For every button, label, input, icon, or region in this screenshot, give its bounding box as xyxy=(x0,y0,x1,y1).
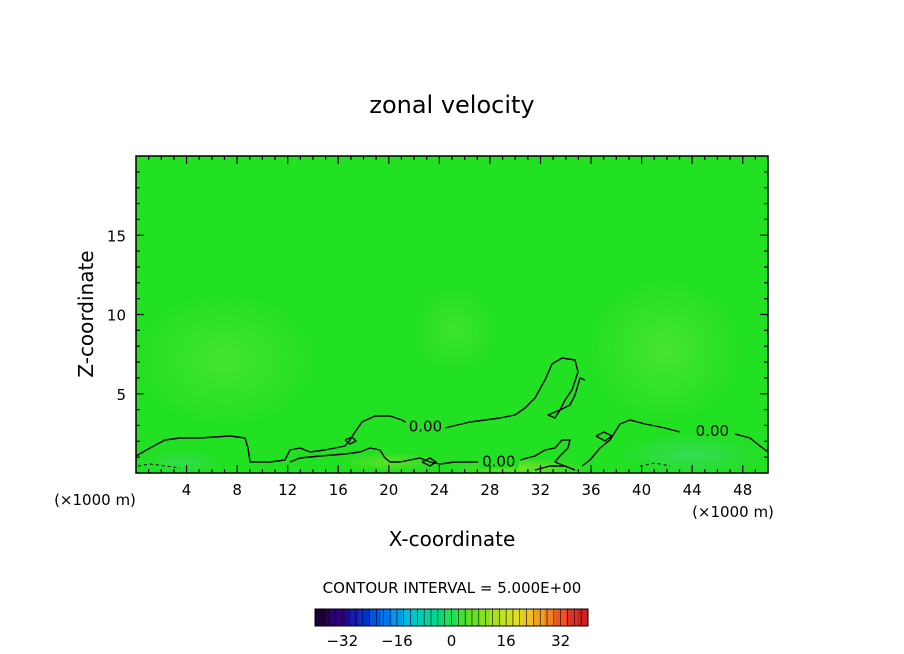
contour-line xyxy=(421,457,437,467)
colorbar-swatch xyxy=(533,609,545,626)
y-tick-label: 10 xyxy=(107,307,126,325)
contour-line xyxy=(581,419,768,467)
shade-region xyxy=(585,275,745,425)
contour-line xyxy=(136,357,586,463)
x-tick-label: 24 xyxy=(430,481,449,499)
colorbar-tick-label: −32 xyxy=(326,632,358,650)
shade-region xyxy=(410,285,500,375)
contour-label-bg xyxy=(478,451,519,469)
colorbar-swatch xyxy=(380,609,392,626)
colorbar xyxy=(314,608,589,627)
contour-line xyxy=(344,436,357,445)
x-tick-label: 40 xyxy=(632,481,651,499)
contour-label-bg xyxy=(692,421,733,439)
colorbar-swatch xyxy=(511,609,523,626)
contour-label: 0.00 xyxy=(409,417,442,435)
x-tick-label: 28 xyxy=(480,481,499,499)
colorbar-swatch xyxy=(522,609,534,626)
contour-label: 0.00 xyxy=(696,422,729,440)
colorbar-tick-labels: −32 −16 0 16 32 xyxy=(326,632,570,650)
contour-labels: 0.00 0.00 0.00 xyxy=(405,416,733,470)
colorbar-swatch xyxy=(456,609,469,626)
colorbar-swatch xyxy=(544,609,556,626)
contour-line-negative xyxy=(639,462,671,467)
colorbar-swatch xyxy=(478,609,491,626)
y-axis-ticks: 5 10 15 xyxy=(107,171,768,458)
colorbar-tick-label: 16 xyxy=(497,632,516,650)
colorbar-tick-label: −16 xyxy=(381,632,413,650)
y-tick-label: 15 xyxy=(107,227,126,245)
y-axis-label: Z-coordinate xyxy=(74,250,98,377)
colorbar-swatch xyxy=(358,609,371,626)
x-tick-label: 32 xyxy=(531,481,550,499)
colorbar-swatch xyxy=(489,609,502,626)
contour-line xyxy=(534,465,576,471)
colorbar-swatch xyxy=(424,609,436,626)
colorbar-tick-label: 0 xyxy=(447,632,457,650)
contour-line-negative xyxy=(137,463,181,469)
contour-label: 0.00 xyxy=(482,452,515,470)
contour-line xyxy=(289,439,576,471)
chart-title: zonal velocity xyxy=(369,91,534,119)
y-tick-label: 5 xyxy=(116,386,126,404)
colorbar-swatch xyxy=(467,609,480,626)
contour-label-bg xyxy=(405,416,446,434)
x-unit-right: (×1000 m) xyxy=(692,503,774,521)
colorbar-frame xyxy=(314,608,589,627)
contour-line xyxy=(595,431,613,442)
x-tick-label: 44 xyxy=(683,481,702,499)
x-axis-label: X-coordinate xyxy=(389,527,516,551)
x-tick-label: 16 xyxy=(329,481,348,499)
colorbar-swatch xyxy=(347,609,360,626)
x-tick-label: 20 xyxy=(379,481,398,499)
colorbar-swatch xyxy=(413,609,425,626)
colorbar-swatch xyxy=(566,609,578,626)
colorbar-tick-label: 32 xyxy=(551,632,570,650)
shade-region xyxy=(136,290,320,430)
colorbar-swatch xyxy=(315,609,327,626)
plot-field xyxy=(136,156,768,473)
colorbar-swatch xyxy=(325,609,338,626)
x-unit-left: (×1000 m) xyxy=(54,491,136,509)
x-tick-label: 36 xyxy=(581,481,600,499)
colorbar-swatch xyxy=(369,609,382,626)
x-tick-label: 4 xyxy=(182,481,192,499)
colorbar-swatch xyxy=(402,609,414,626)
x-tick-label: 48 xyxy=(733,481,752,499)
contour-interval-label: CONTOUR INTERVAL = 5.000E+00 xyxy=(323,579,582,597)
colorbar-swatch xyxy=(435,609,447,626)
x-tick-label: 12 xyxy=(278,481,297,499)
colorbar-swatch xyxy=(577,609,589,626)
x-axis-ticks: 4 8 12 16 20 24 28 32 36 40 44 48 xyxy=(148,156,756,499)
x-tick-label: 8 xyxy=(232,481,242,499)
shade-region xyxy=(136,450,225,473)
